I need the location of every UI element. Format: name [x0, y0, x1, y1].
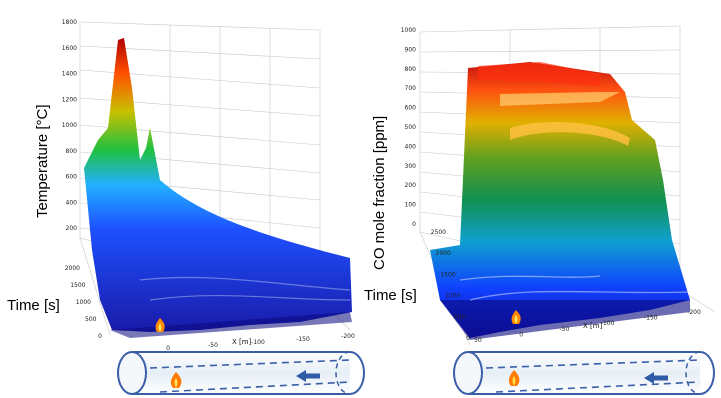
- fire-icon: [155, 318, 165, 332]
- co-surface: [430, 62, 690, 338]
- tick-label: 400: [405, 143, 417, 150]
- tick-label: 800: [405, 66, 417, 73]
- tick-label: 1000: [62, 122, 77, 129]
- y-axis-label-left: Time [s]: [7, 297, 60, 314]
- tick-label: 1600: [62, 45, 77, 52]
- tick-label: -150: [644, 315, 658, 322]
- tick-label: 900: [405, 46, 417, 53]
- tick-label: 2000: [436, 250, 451, 257]
- x-axis-label-left: X [m]: [232, 338, 252, 346]
- tunnel-right: [453, 351, 715, 395]
- z-ticks-left: 200 400 600 800 1000 1200 1400 1600 1800: [62, 19, 77, 232]
- tick-label: 100: [405, 202, 417, 209]
- x-axis-label-right: X [m]: [583, 322, 603, 330]
- x-ticks-left: 0 -50 -100 -150 -200: [166, 333, 355, 352]
- tick-label: 200: [405, 182, 417, 189]
- tick-label: 0: [519, 331, 523, 338]
- fire-icon: [508, 370, 520, 386]
- x-ticks-right: 50 0 -50 -100 -150 -200: [474, 309, 701, 344]
- tick-label: 1000: [401, 27, 416, 34]
- arrow-icon: [296, 370, 320, 382]
- tick-label: 1400: [62, 71, 77, 78]
- tick-label: 1500: [440, 271, 455, 278]
- tunnel-left: [117, 351, 365, 395]
- y-ticks-left: 0 500 1000 1500 2000: [65, 265, 102, 340]
- tick-label: 300: [405, 163, 417, 170]
- tick-label: 500: [405, 124, 417, 131]
- tick-label: 0: [98, 333, 102, 340]
- tick-label: 1000: [76, 299, 91, 306]
- tick-label: 600: [405, 105, 417, 112]
- temperature-surface: [84, 38, 352, 332]
- fire-icon: [511, 310, 521, 324]
- tick-label: -200: [341, 333, 355, 340]
- y-ticks-right: 0 500 1000 1500 2000 2500: [431, 229, 470, 342]
- tick-label: 2000: [65, 265, 80, 272]
- z-axis-label-right: CO mole fraction [ppm]: [371, 116, 388, 270]
- z-axis-label-left: Temperature [°C]: [34, 104, 51, 218]
- tick-label: 50: [474, 337, 482, 344]
- tick-label: -100: [601, 320, 615, 327]
- z-ticks-right: 0 100 200 300 400 500 600 700 800 900 1000: [401, 27, 416, 228]
- tick-label: 200: [66, 225, 78, 232]
- tick-label: 2500: [431, 229, 446, 236]
- tick-label: 1000: [445, 293, 460, 300]
- tick-label: -200: [687, 309, 701, 316]
- tick-label: 800: [66, 148, 78, 155]
- tick-label: 1500: [70, 282, 85, 289]
- tick-label: -50: [208, 342, 218, 349]
- y-axis-label-right: Time [s]: [364, 287, 417, 304]
- tick-label: 0: [166, 345, 170, 352]
- tick-label: 500: [454, 314, 466, 321]
- tick-label: 400: [66, 199, 78, 206]
- tick-label: 0: [466, 335, 470, 342]
- arrow-icon: [644, 372, 668, 384]
- tick-label: 1800: [62, 19, 77, 26]
- tick-label: -150: [296, 336, 310, 343]
- tick-label: -100: [251, 339, 265, 346]
- tick-label: 500: [85, 316, 97, 323]
- tick-label: 1200: [62, 96, 77, 103]
- tick-label: 700: [405, 85, 417, 92]
- temperature-plot: 200 400 600 800 1000 1200 1400 1600 1800 0 500 100…: [7, 19, 355, 352]
- tick-label: 0: [412, 221, 416, 228]
- tick-label: 600: [66, 174, 78, 181]
- fire-icon: [170, 372, 182, 388]
- tick-label: -50: [559, 326, 569, 333]
